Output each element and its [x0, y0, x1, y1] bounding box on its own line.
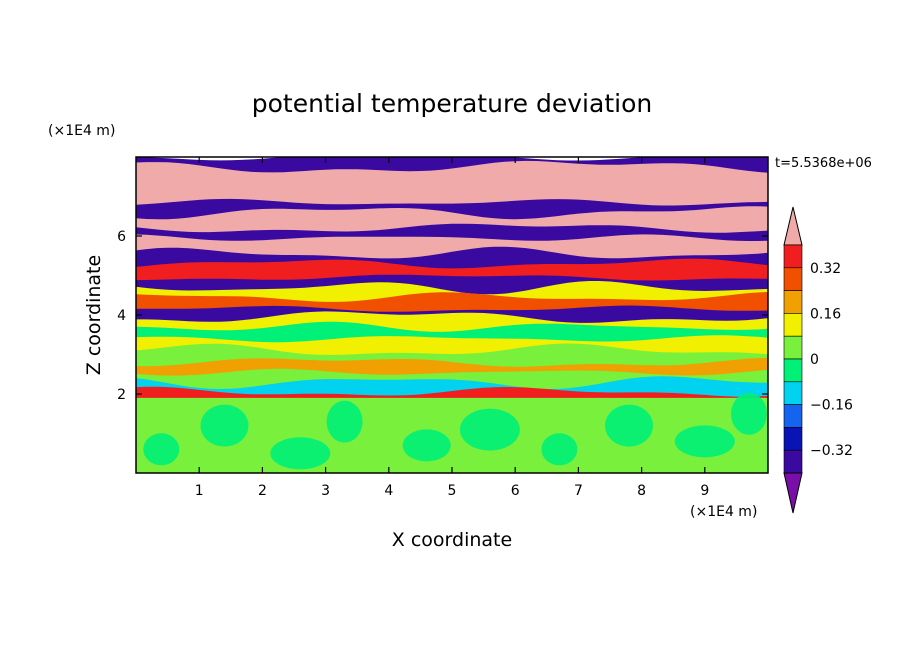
field-cell	[200, 404, 249, 447]
x-tick-label: 4	[384, 483, 393, 499]
field-cell	[270, 437, 331, 470]
y-axis-unit: (×1E4 m)	[48, 123, 115, 139]
x-tick-label: 2	[258, 483, 267, 499]
colorbar-max-triangle	[783, 206, 803, 246]
field-cell	[605, 404, 653, 447]
field-cell	[459, 408, 520, 451]
colorbar-segment	[783, 449, 803, 474]
x-tick-label: 7	[574, 483, 583, 499]
plot-area	[136, 157, 768, 473]
x-tick-label: 5	[448, 483, 457, 499]
field-cell	[674, 425, 735, 458]
x-tick-label: 9	[700, 483, 709, 499]
colorbar-segment	[783, 267, 803, 291]
colorbar-segment	[783, 290, 803, 314]
colorbar-tick-label: 0.16	[810, 306, 841, 322]
x-axis-unit: (×1E4 m)	[690, 504, 757, 520]
colorbar-tick-label: −0.16	[810, 398, 853, 414]
chart-title: potential temperature deviation	[252, 89, 652, 118]
colorbar-segment	[783, 358, 803, 383]
y-tick-label: 4	[117, 308, 126, 324]
field-cell	[731, 392, 767, 435]
y-tick-label: 6	[117, 229, 126, 245]
colorbar-min-triangle	[783, 472, 803, 514]
colorbar-segment	[783, 313, 803, 337]
colorbar-tick-label: 0	[810, 352, 819, 368]
x-tick-label: 6	[511, 483, 520, 499]
field-cell	[143, 433, 180, 466]
y-axis-label: Z coordinate	[83, 255, 105, 375]
x-axis-label: X coordinate	[392, 529, 512, 551]
colorbar-segment	[783, 335, 803, 360]
colorbar-tick-label: −0.32	[810, 443, 853, 459]
x-tick-label: 8	[637, 483, 646, 499]
colorbar-segment	[783, 404, 803, 428]
colorbar-segment	[783, 381, 803, 405]
y-axis: 2 4 6	[117, 229, 768, 403]
field-blobs	[143, 392, 767, 470]
colorbar-tick-label: 0.32	[810, 261, 841, 277]
x-tick-label: 1	[195, 483, 204, 499]
x-tick-label: 3	[321, 483, 330, 499]
time-label: t=5.5368e+06	[775, 156, 872, 171]
field-cell	[326, 400, 363, 443]
field-cell	[541, 433, 578, 466]
field-cell	[402, 429, 451, 462]
colorbar: 0.32 0.16 0 −0.16 −0.32	[783, 206, 853, 514]
colorbar-segment	[783, 427, 803, 451]
x-axis: 1 2 3 4 5 6 7 8 9	[195, 157, 709, 499]
y-tick-label: 2	[117, 387, 126, 403]
colorbar-segment	[783, 244, 803, 269]
